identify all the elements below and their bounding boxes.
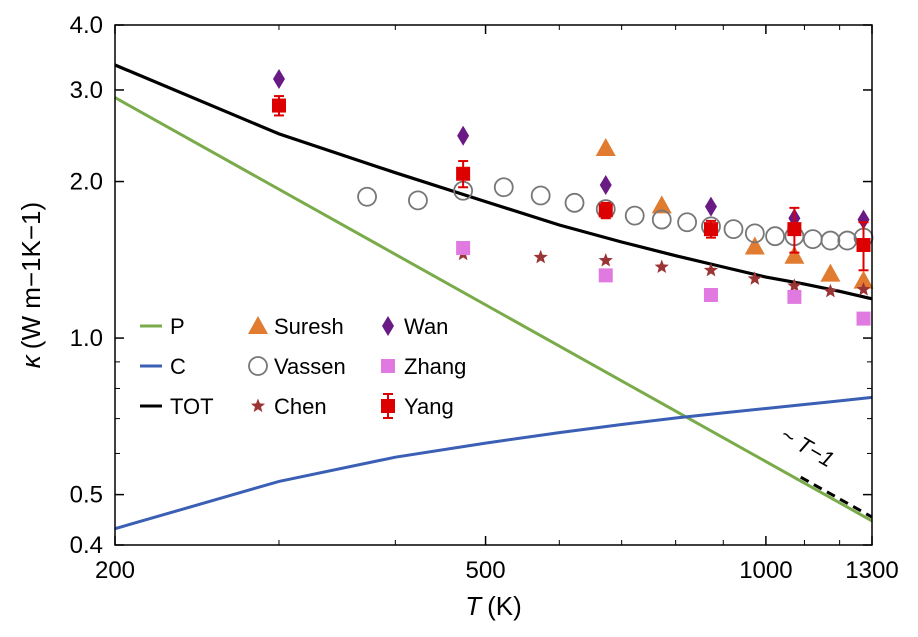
series-vassen-point [564, 192, 585, 213]
series-vassen-point [723, 219, 744, 240]
legend-item-chen-label: Chen [274, 394, 327, 419]
x-tick-label: 1300 [845, 557, 898, 584]
x-tick-label: 1000 [739, 557, 792, 584]
series-tot-line [114, 63, 873, 301]
series-vassen-point [357, 186, 377, 207]
y-axis-title: κ (W m−1K−1) [16, 202, 46, 368]
series-suresh-point [651, 195, 672, 214]
x-axis-var: T [465, 591, 483, 621]
series-suresh-point [595, 138, 616, 157]
y-tick-label: 3.0 [70, 77, 103, 104]
legend-item-vassen-marker [248, 356, 268, 376]
series-vassen-point [820, 230, 841, 251]
x-tick-label: 200 [95, 557, 135, 584]
slope-annotation: ~ T−1 [776, 422, 838, 472]
series-wan-point [599, 174, 612, 195]
series-wan-point [457, 125, 470, 146]
legend-item-p-label: P [170, 314, 185, 339]
series-c-line [114, 395, 873, 531]
legend-item-suresh-label: Suresh [274, 314, 344, 339]
series-vassen-point [408, 190, 428, 211]
x-axis-unit: (K) [487, 591, 522, 621]
series-chen-point [856, 282, 871, 296]
series-vassen-point [677, 212, 698, 233]
legend-item-suresh-marker [248, 316, 268, 334]
model-curves [114, 63, 873, 531]
series-vassen-point [837, 230, 858, 251]
series-suresh-point [820, 263, 841, 282]
series-vassen-point [744, 223, 765, 244]
series-vassen-point [765, 226, 785, 247]
legend-item-chen-marker [250, 398, 266, 413]
series-p-line [114, 96, 873, 523]
series-suresh-point [784, 245, 805, 264]
series-chen-point [703, 262, 719, 277]
legend-item-yang-marker [381, 399, 395, 413]
series-chen-point [533, 249, 548, 264]
data-markers [271, 68, 874, 326]
axis-ticks: 200 500 1000 1300 0.4 0.5 1.0 2.0 3.0 4.0 [70, 12, 899, 584]
series-chen-point [787, 278, 802, 292]
y-axis-unit: (W m−1K−1) [16, 202, 46, 349]
y-tick-label: 1.0 [70, 325, 103, 352]
x-tick-label: 500 [466, 557, 506, 584]
series-zhang-point [598, 268, 613, 283]
y-tick-label: 2.0 [70, 169, 103, 196]
y-tick-label: 4.0 [70, 12, 103, 39]
series-yang-point [271, 98, 286, 113]
legend-item-yang-label: Yang [404, 394, 454, 419]
series-yang-point [787, 222, 802, 237]
plot-frame [114, 24, 873, 546]
series-wan-point [704, 196, 717, 217]
legend-item-vassen-label: Vassen [274, 354, 346, 379]
legend-item-zhang-label: Zhang [404, 354, 466, 379]
x-axis-title: T (K) [465, 591, 522, 621]
annotation-group: ~ T−1 [776, 422, 873, 519]
series-yang-point [598, 203, 613, 218]
slope-guide-line [800, 475, 873, 519]
series-zhang-point [703, 288, 718, 303]
legend-item-tot-label: TOT [170, 394, 214, 419]
series-chen-point [747, 271, 762, 285]
legend: PC TOT Suresh Vassen Chen Wan Zhang Yang [140, 314, 466, 419]
series-zhang-point [787, 289, 802, 304]
series-chen-point [598, 253, 613, 267]
legend-item-wan-marker [382, 316, 394, 336]
series-yang-point [703, 222, 718, 237]
series-suresh-point [744, 236, 765, 255]
y-axis-var: κ [16, 353, 46, 368]
series-wan-point [857, 209, 870, 230]
series-chen-point [823, 283, 838, 298]
series-zhang-point [856, 311, 871, 326]
y-tick-label: 0.5 [70, 482, 103, 509]
series-wan-point [272, 68, 285, 89]
series-vassen-point [493, 177, 514, 198]
series-suresh-point [853, 270, 874, 289]
series-yang-point [856, 238, 871, 253]
series-vassen-point [651, 209, 672, 230]
series-yang-point [456, 166, 471, 181]
legend-item-wan-label: Wan [404, 314, 448, 339]
series-zhang-point [456, 241, 471, 256]
y-tick-label: 0.4 [70, 532, 103, 559]
series-vassen-point [624, 205, 645, 226]
series-vassen-point [802, 229, 823, 249]
series-chen-point [654, 259, 669, 273]
legend-item-zhang-marker [381, 359, 395, 373]
series-vassen-point [530, 185, 551, 206]
legend-item-c-label: C [170, 354, 186, 379]
